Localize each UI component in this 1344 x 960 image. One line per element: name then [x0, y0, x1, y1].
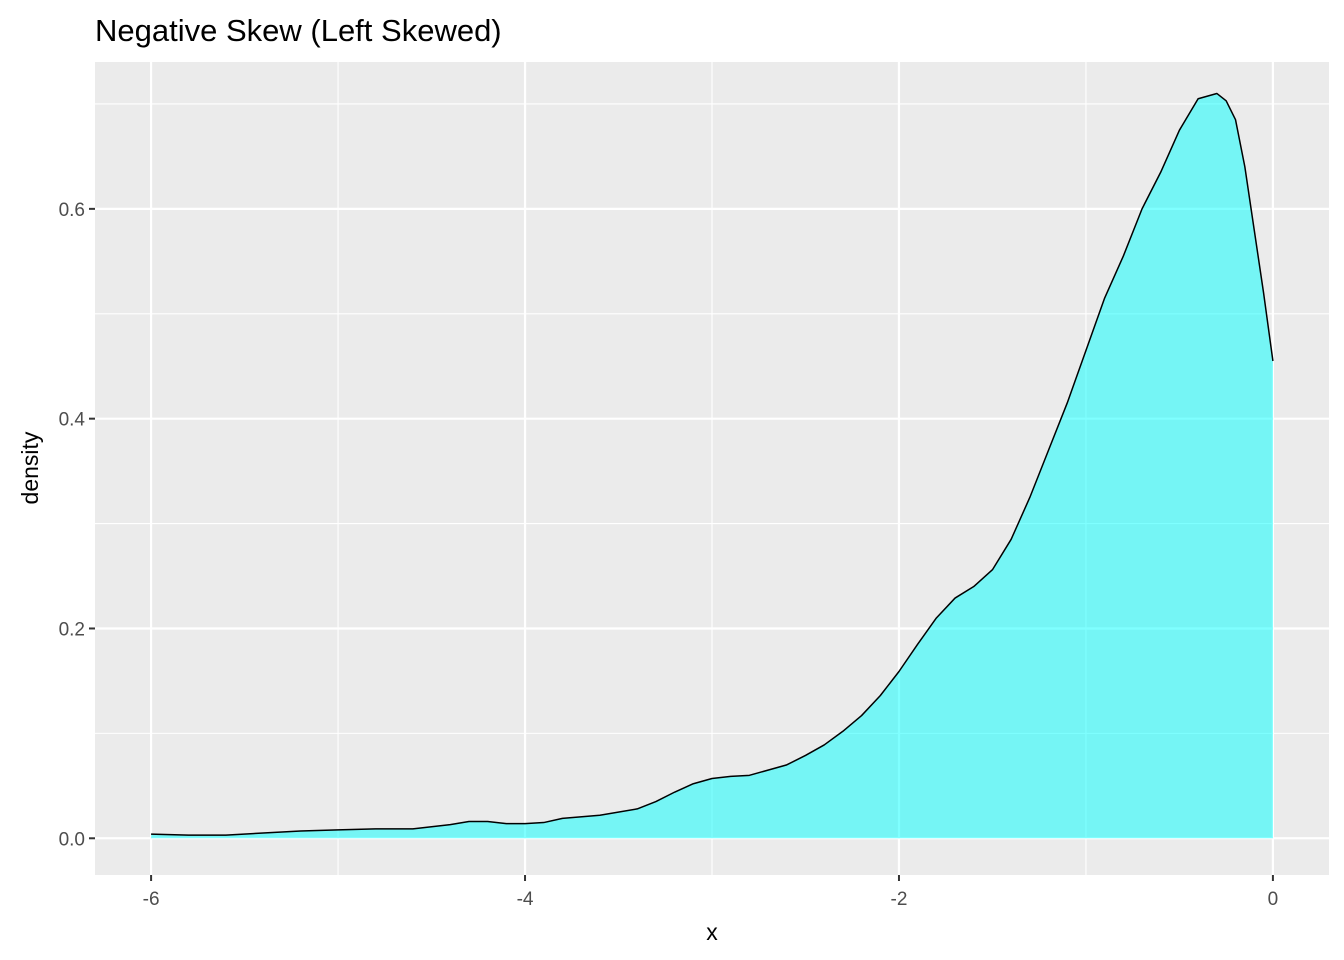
y-axis: 0.0 0.2 0.4 0.6 [59, 200, 95, 850]
y-tick-label: 0.4 [59, 410, 86, 431]
chart-title: Negative Skew (Left Skewed) [95, 13, 502, 48]
y-axis-title: density [17, 431, 43, 504]
density-area [151, 93, 1273, 839]
x-axis: -6 -4 -2 0 [143, 875, 1279, 910]
x-tick-label: -2 [891, 889, 908, 910]
y-tick-label: 0.6 [59, 200, 85, 221]
y-tick-label: 0.0 [59, 829, 85, 850]
x-tick-label: -6 [143, 889, 160, 910]
density-curve [151, 92, 1274, 836]
x-axis-title: x [706, 919, 718, 945]
x-tick-label: -4 [517, 889, 534, 910]
x-tick-label: 0 [1268, 889, 1279, 910]
y-tick-label: 0.2 [59, 619, 85, 640]
